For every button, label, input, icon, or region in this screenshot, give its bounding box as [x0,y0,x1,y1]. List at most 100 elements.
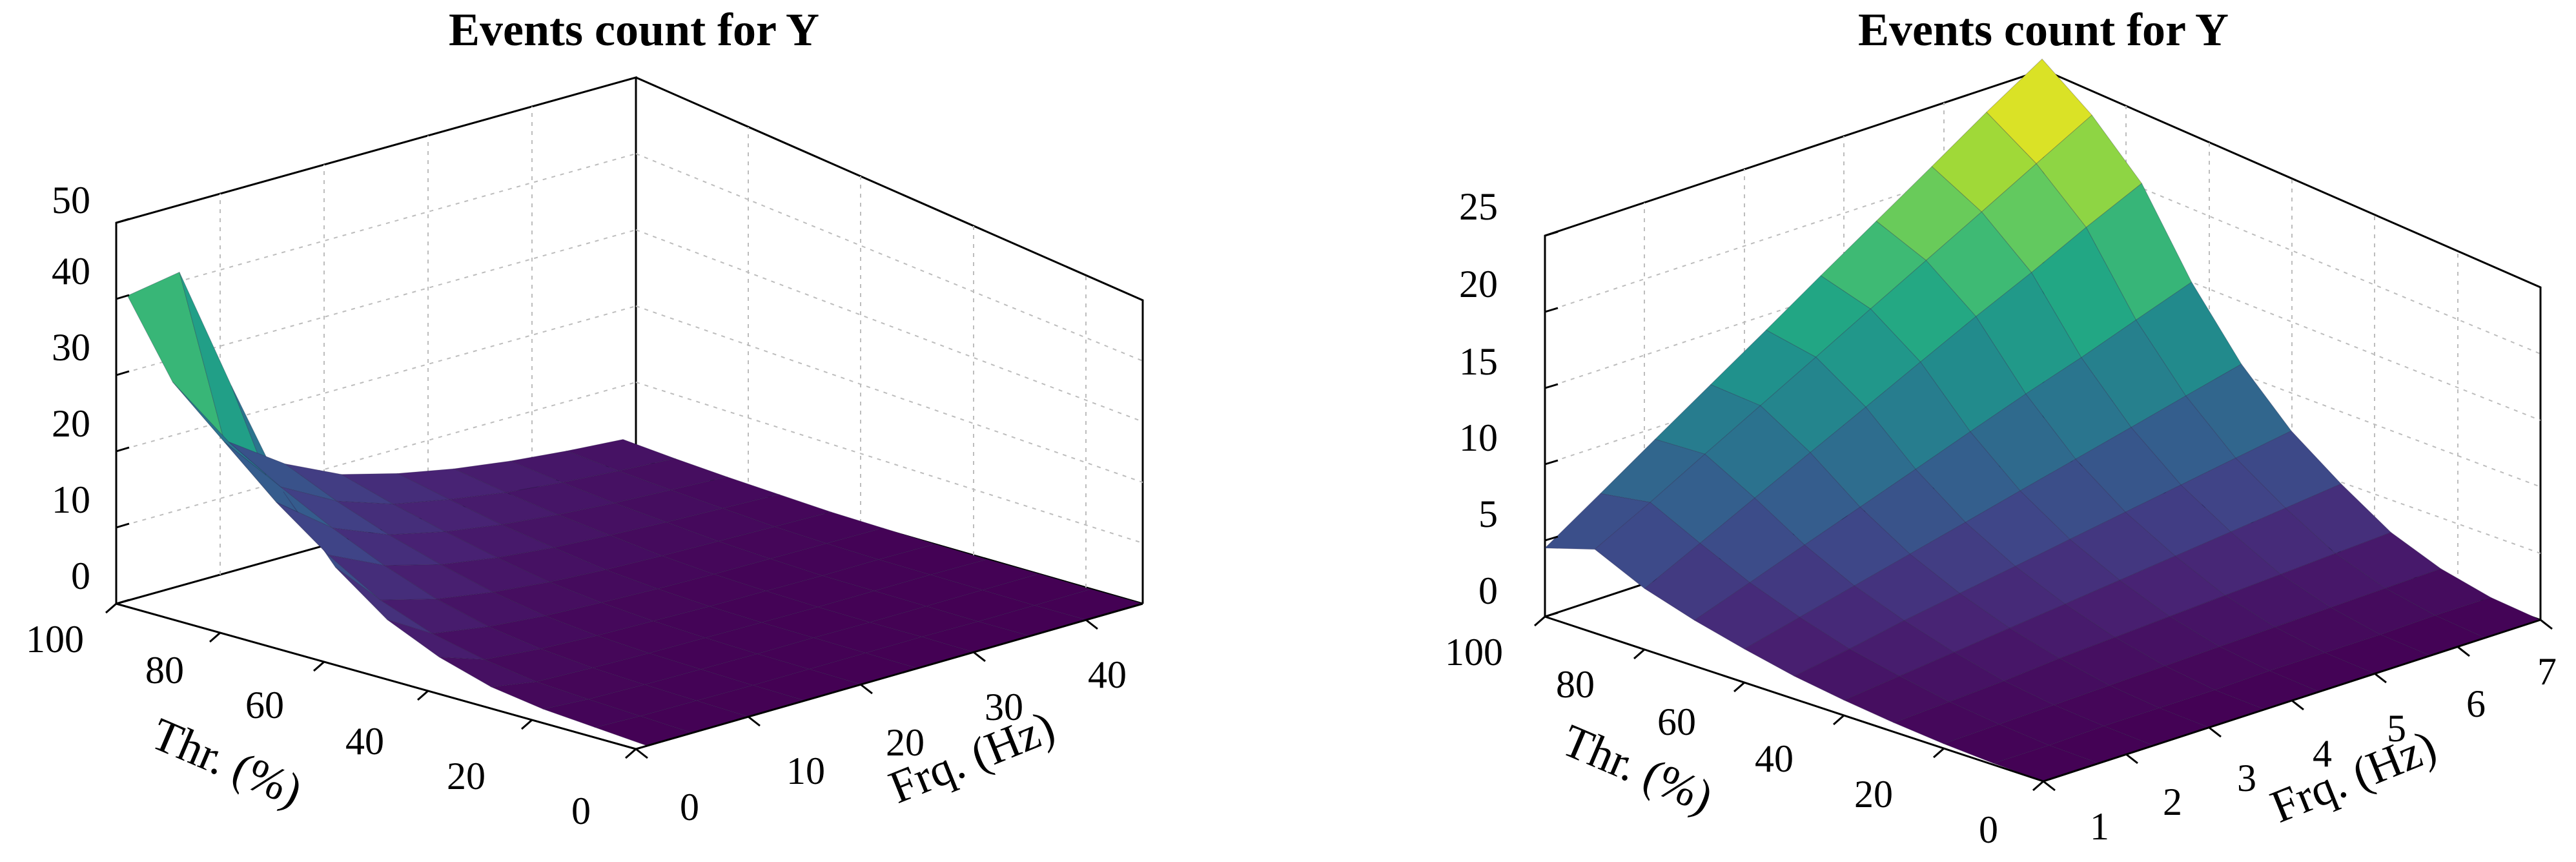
surface-facet [2285,483,2392,554]
thr-tick-label: 20 [1854,773,1893,816]
grid-z-10-right [2043,299,2541,487]
grid-z-15-right [2043,223,2541,421]
z-tick-mark [116,522,130,529]
thr-tick-mark [2032,780,2044,792]
frq-tick-mark [2540,619,2553,630]
frq-axis-line [635,602,1143,750]
thr-tick-label: 0 [571,790,591,832]
frq-tick-mark [748,715,761,727]
surface-facet [2235,430,2342,509]
thr-axis-line [116,602,637,750]
z-tick-mark [116,218,130,224]
thr-tick-mark [1534,615,1546,627]
grid-z-30-right [635,229,1143,422]
z-tick-label: 20 [52,402,90,445]
frq-tick-mark [2457,646,2470,657]
thr-tick-label: 20 [447,755,486,797]
frq-tick-label: 0 [680,786,699,828]
surface-facet [2135,282,2242,396]
thr-axis-label: Thr. (%) [145,708,310,817]
thr-tick-mark [209,631,221,643]
surface-facet [2036,114,2143,228]
pane-left-wall [115,76,637,604]
frq-tick-mark [1085,619,1098,630]
surface-facet [2185,364,2292,459]
z-axis: 0 10 20 30 40 50 [52,179,130,605]
thr-tick-label: 60 [1657,701,1696,743]
z-tick-label: 15 [1459,340,1498,383]
frq-tick-mark [860,683,873,695]
z-tick-mark [1544,459,1559,466]
frq-tick-mark [973,651,986,662]
grid-z-40-right [635,153,1143,362]
z-tick-mark [116,446,130,453]
surface-mesh [1544,58,2542,782]
frq-tick-label: 6 [2466,682,2486,725]
thr-tick-label: 80 [1556,663,1595,706]
z-tick-label: 0 [71,555,90,597]
frq-tick-label: 5 [2387,707,2406,750]
z-tick-mark [1544,535,1559,542]
surface-mesh [127,271,1144,746]
surface-facet [2384,568,2492,616]
thr-tick-mark [1733,681,1745,693]
frq-tick-mark [2291,699,2304,711]
frq-tick-label: 1 [2090,805,2109,848]
frq-tick-label: 3 [2237,757,2256,799]
z-tick-label: 30 [52,326,90,369]
frq-tick-label: 20 [886,721,925,764]
frq-tick-label: 40 [1088,653,1127,696]
surface-facet [2335,531,2442,589]
thr-tick-mark [625,748,637,759]
thr-tick-label: 40 [1755,737,1794,780]
thr-tick-mark [313,661,325,672]
thr-tick-label: 80 [145,649,184,692]
z-tick-mark [1544,383,1559,389]
frq-tick-label: 2 [2163,781,2182,823]
grid-z-40 [116,153,637,300]
z-tick-mark [116,599,130,605]
z-tick-label: 5 [1478,493,1498,535]
z-axis: 0 5 10 15 20 25 [1459,185,1559,618]
thr-tick-mark [417,690,429,701]
frq-tick-mark [635,748,648,759]
z-tick-label: 0 [1478,570,1498,612]
grid-lines [116,107,1143,588]
z-tick-label: 40 [52,250,90,292]
z-tick-label: 25 [1459,185,1498,228]
z-tick-label: 10 [1459,416,1498,459]
frq-axis-label: Frq. (Hz) [2264,720,2443,833]
frq-tick-label: 7 [2537,650,2557,693]
frq-tick-mark [2125,753,2138,765]
thr-tick-label: 40 [345,720,384,763]
surface-facet [2085,183,2193,321]
z-tick-mark [116,294,130,300]
thr-tick-mark [1833,714,1845,726]
grid-z-10-right [635,382,1143,544]
surface-facet [1986,58,2092,165]
z-tick-mark [1544,231,1559,237]
surface-plot-1: Events count for Y [26,4,1144,832]
frq-tick-label: 4 [2313,732,2332,775]
grid-z-20-right [635,305,1143,483]
z-tick-mark [1544,611,1559,618]
thr-tick-mark [521,719,533,730]
z-tick-mark [116,370,130,376]
z-tick-label: 20 [1459,263,1498,305]
chart-title: Events count for Y [449,4,819,56]
thr-tick-label: 100 [26,618,84,661]
frq-tick-mark [2043,780,2056,792]
thr-tick-mark [1633,648,1645,660]
thr-tick-label: 0 [1979,808,1998,851]
frq-tick-mark [2374,672,2387,684]
z-tick-label: 50 [52,179,90,221]
frq-tick-label: 30 [985,686,1023,728]
thr-tick-mark [1933,747,1945,759]
pane-right-wall [635,76,1144,604]
surface-plot-2: Events count for Y [1445,4,2557,851]
pane-right-wall [2043,68,2542,620]
frq-tick-mark [2209,726,2222,738]
z-tick-label: 10 [52,478,90,521]
z-tick-mark [1544,307,1559,313]
